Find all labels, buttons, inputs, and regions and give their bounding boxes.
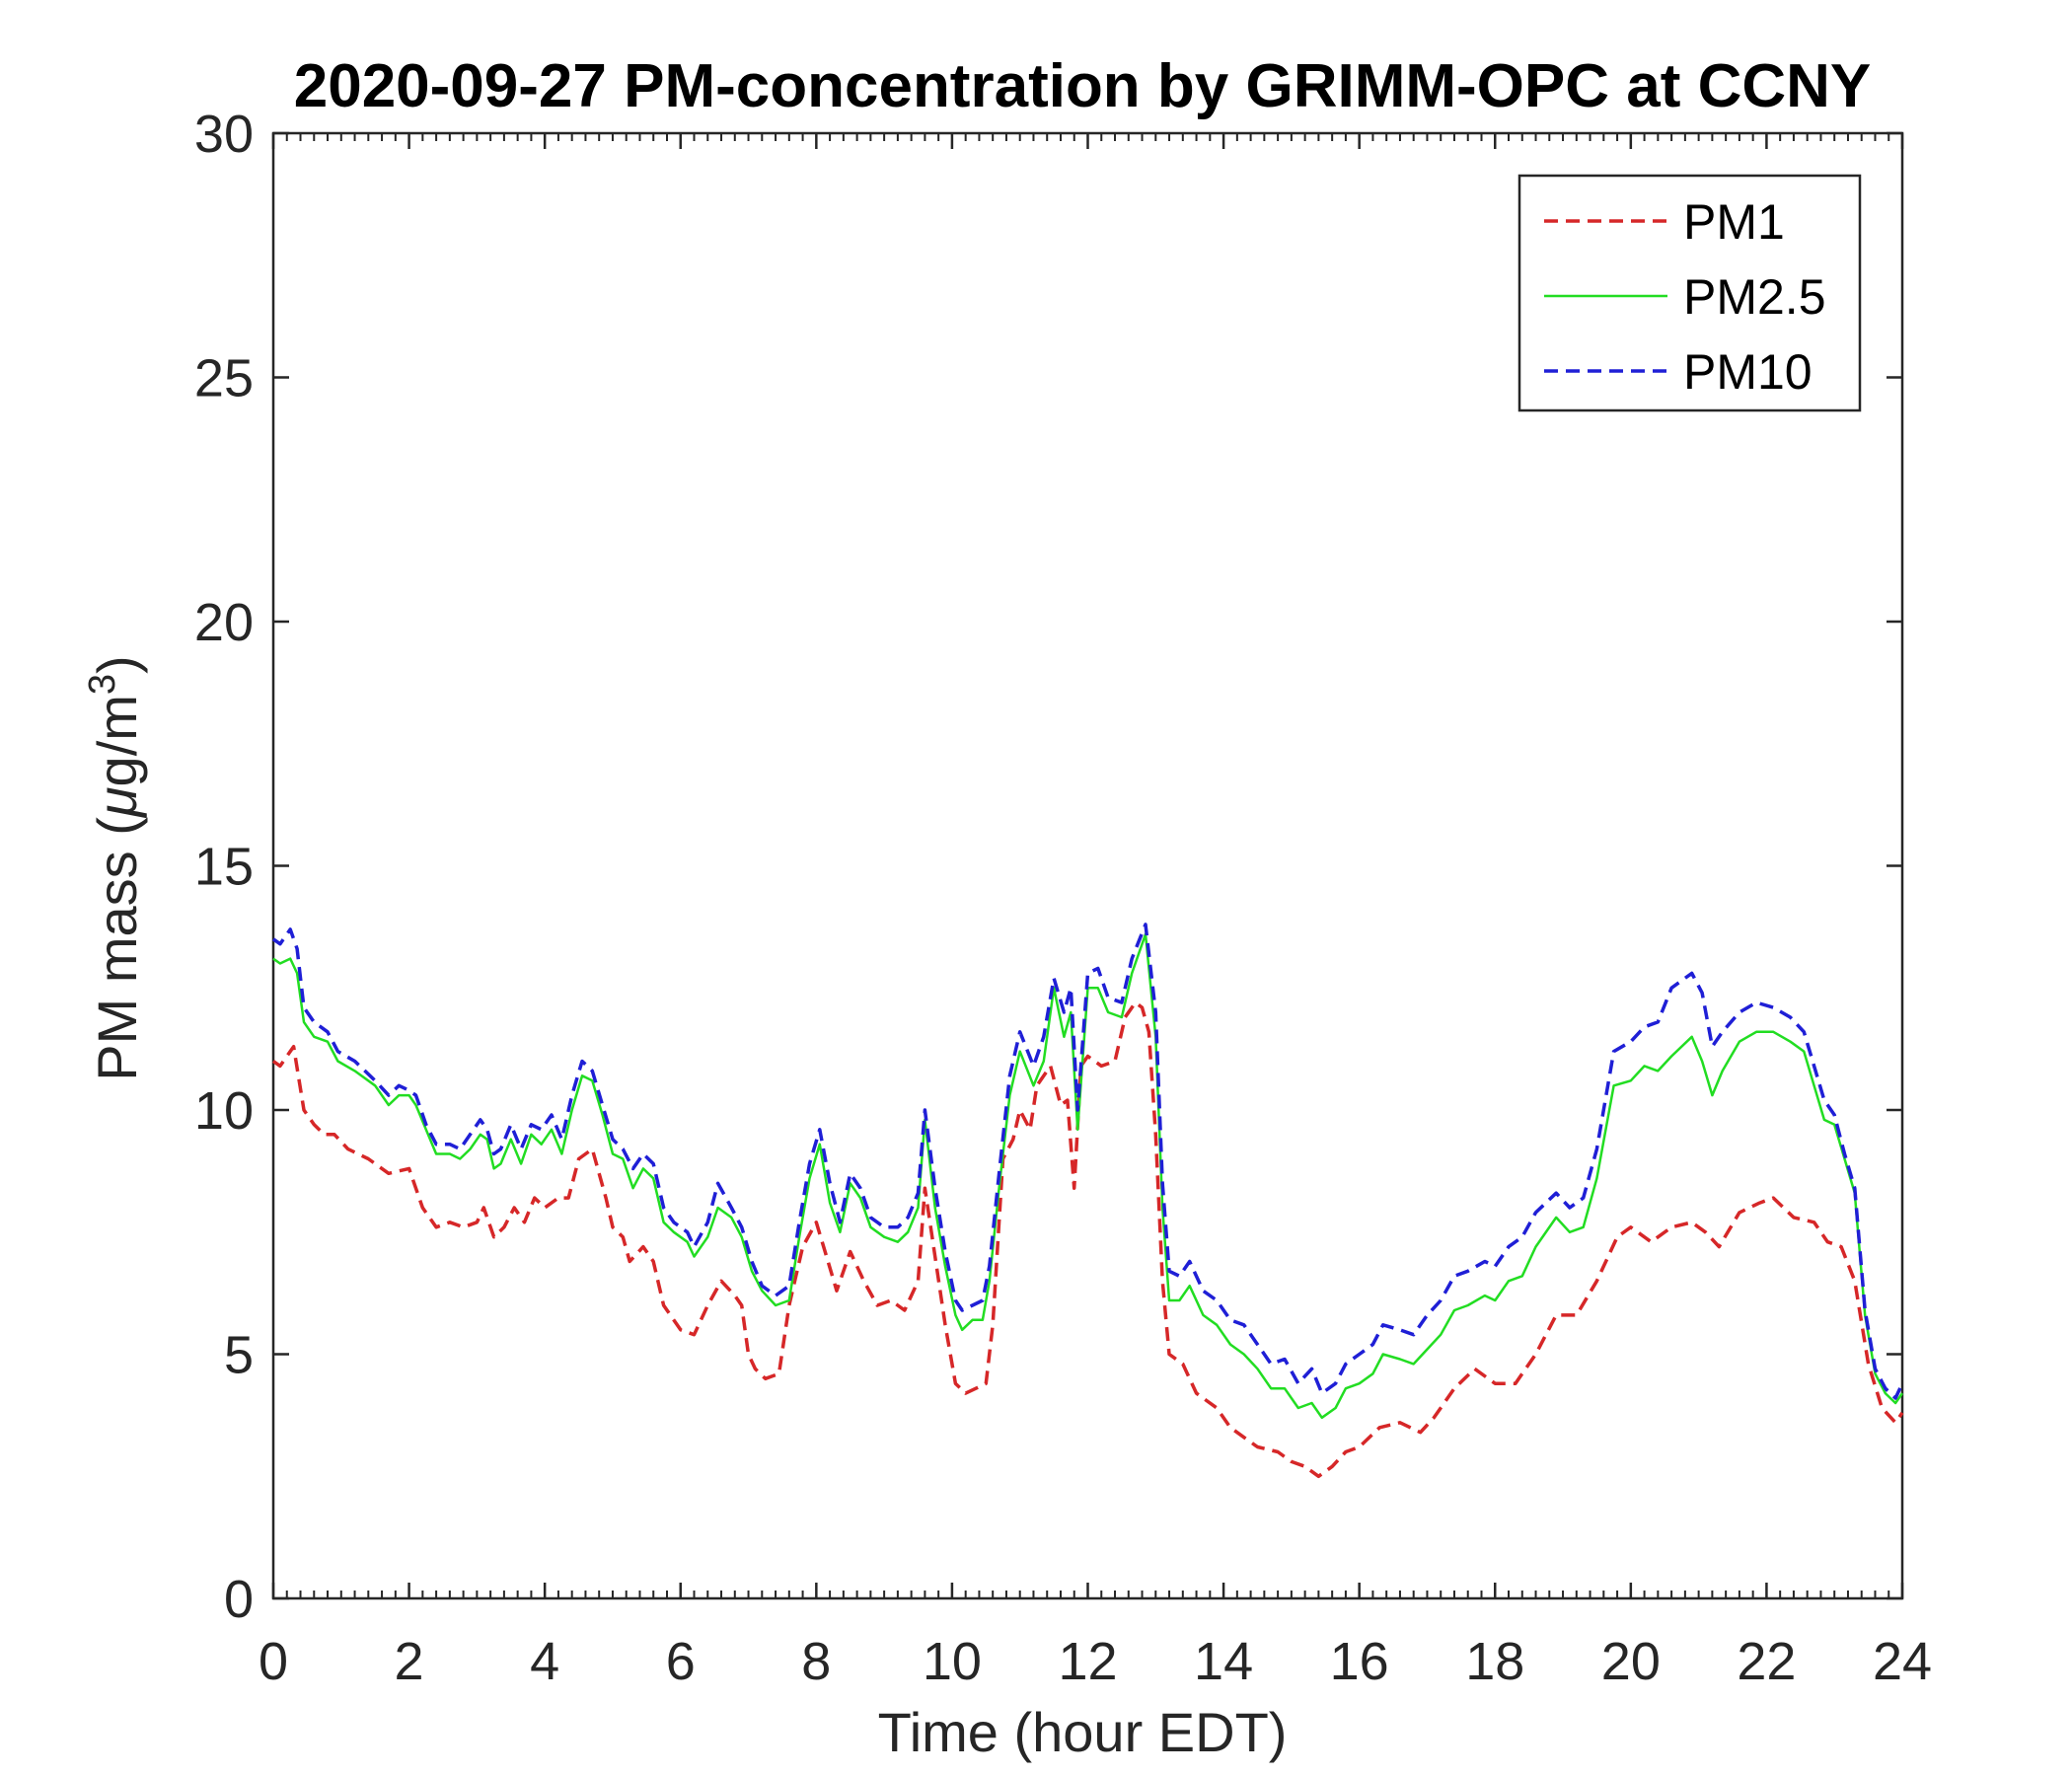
x-tick-label: 10 <box>923 1632 982 1691</box>
x-tick-label: 2 <box>395 1632 424 1691</box>
series-line-pm2-5 <box>272 932 1904 1420</box>
x-axis-tick-labels: 0 2 4 6 8 10 12 14 16 18 20 22 24 <box>259 1632 1932 1691</box>
y-axis-label: PM mass (μg/m3) <box>82 655 148 1080</box>
x-tick-label: 16 <box>1330 1632 1389 1691</box>
y-tick-label: 10 <box>194 1081 254 1141</box>
legend-label-pm2-5: PM2.5 <box>1683 269 1826 325</box>
x-tick-label: 8 <box>801 1632 831 1691</box>
x-tick-label: 22 <box>1737 1632 1796 1691</box>
y-tick-label: 25 <box>194 349 254 408</box>
x-tick-label: 12 <box>1058 1632 1117 1691</box>
legend-label-pm1: PM1 <box>1683 194 1785 250</box>
x-tick-label: 6 <box>666 1632 696 1691</box>
x-tick-label: 14 <box>1194 1632 1253 1691</box>
series-line-pm10 <box>271 923 1904 1400</box>
chart-title: 2020-09-27 PM-concentration by GRIMM-OPC… <box>294 52 1872 120</box>
y-axis-label-unit: g/m <box>86 695 148 786</box>
legend-label-pm10: PM10 <box>1683 344 1813 400</box>
legend: PM1 PM2.5 PM10 <box>1517 174 1862 412</box>
major-tick-marks <box>271 131 1904 1600</box>
y-tick-label: 20 <box>194 593 254 652</box>
y-tick-label: 0 <box>224 1570 254 1629</box>
x-axis-label: Time (hour EDT) <box>878 1701 1288 1763</box>
x-tick-label: 0 <box>259 1632 288 1691</box>
y-tick-label: 30 <box>194 105 254 164</box>
x-tick-label: 20 <box>1601 1632 1661 1691</box>
x-tick-label: 18 <box>1465 1632 1524 1691</box>
y-tick-label: 15 <box>194 838 254 897</box>
series-lines <box>271 923 1904 1479</box>
y-axis-label-sup: 3 <box>82 674 123 695</box>
y-axis-label-prefix: PM mass ( <box>86 817 148 1081</box>
y-axis-label-mu: μ <box>86 786 148 819</box>
x-tick-label: 4 <box>530 1632 559 1691</box>
y-tick-label: 5 <box>224 1326 254 1385</box>
y-axis-label-suffix: ) <box>86 655 148 674</box>
minor-tick-marks <box>285 133 1890 1598</box>
y-axis-tick-labels: 0 5 10 15 20 25 30 <box>194 105 254 1629</box>
series-line-pm1 <box>271 1000 1904 1479</box>
x-tick-label: 24 <box>1873 1632 1932 1691</box>
